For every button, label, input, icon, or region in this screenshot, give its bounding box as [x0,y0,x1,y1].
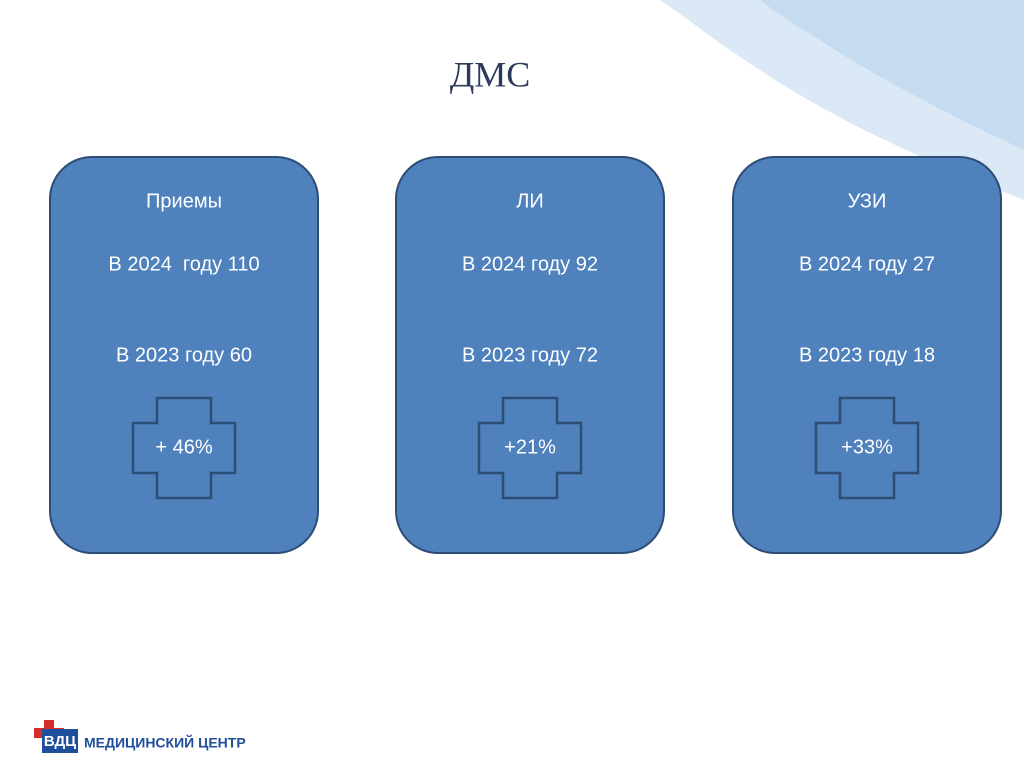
cross-icon [131,396,237,500]
logo-text: МЕДИЦИНСКИЙ ЦЕНТР [84,734,246,751]
background-swoosh [760,0,1024,150]
card-line-2024: В 2024 году 92 [462,253,598,275]
card-line-2023: В 2023 году 60 [116,344,252,366]
logo-mark: ВДЦ [44,733,76,750]
card-line-2024: В 2024 году 110 [108,253,259,275]
card-line-2023: В 2023 году 18 [799,344,935,366]
logo: ВДЦ МЕДИЦИНСКИЙ ЦЕНТР [34,720,246,753]
card-line-2024: В 2024 году 27 [799,253,935,275]
card-change: + 46% [155,436,212,458]
cross-icon [814,396,920,500]
logo-box [42,729,78,753]
cross-icon [477,396,583,500]
slide-title: ДМС [450,54,531,94]
card-title: УЗИ [848,190,887,212]
card [732,156,1002,554]
card-line-2023: В 2023 году 72 [462,344,598,366]
card-title: ЛИ [516,190,544,212]
card-change: +21% [504,436,556,458]
card [49,156,319,554]
card-title: Приемы [146,190,222,212]
card [395,156,665,554]
cards: Приемы В 2024 году 110 В 2023 году 60 + 46%… [49,156,1002,554]
card-change: +33% [841,436,893,458]
